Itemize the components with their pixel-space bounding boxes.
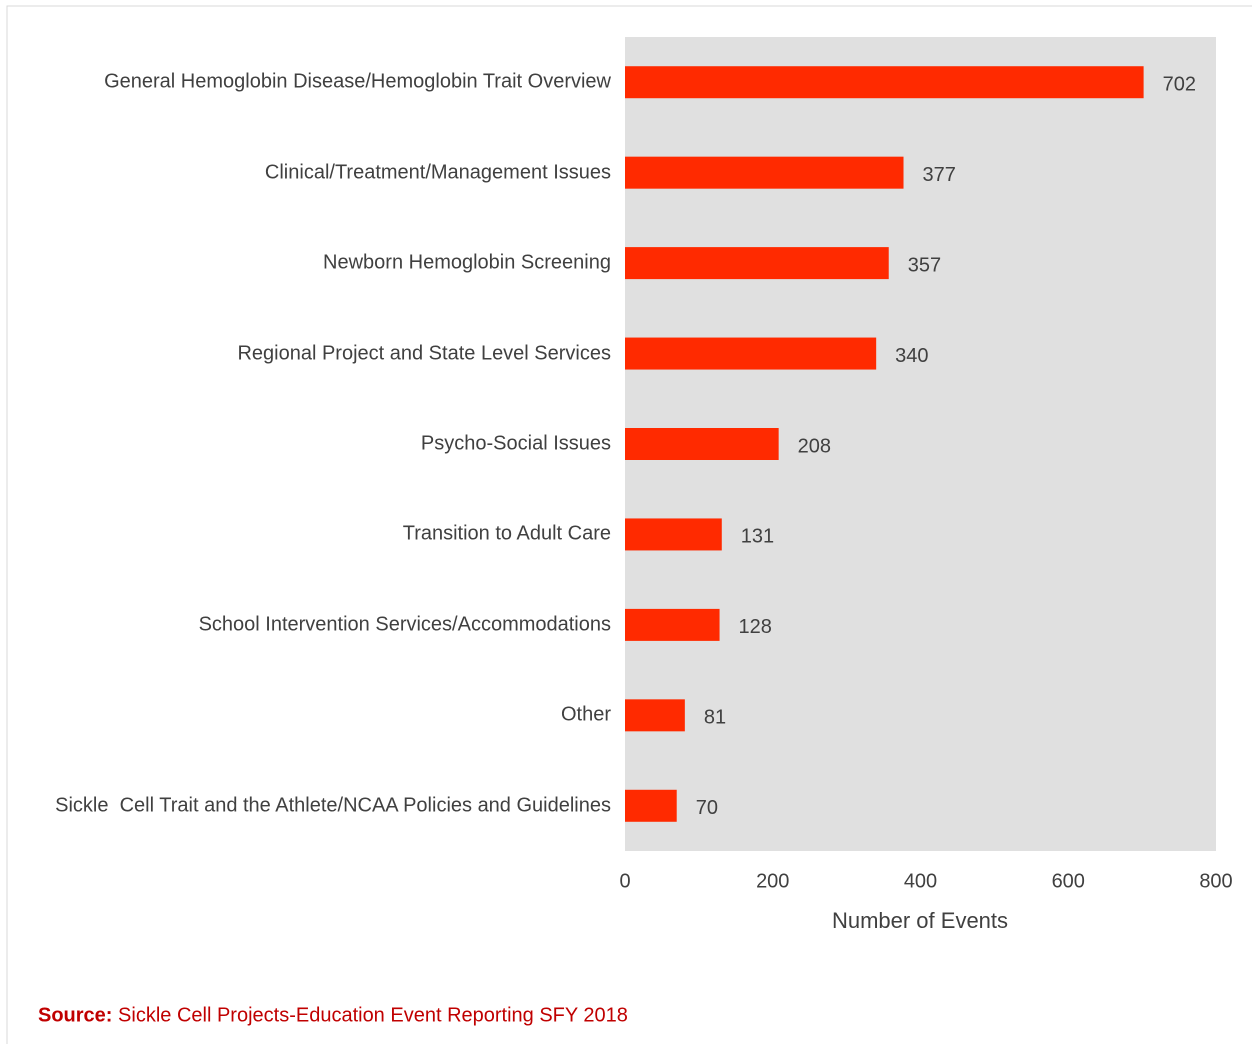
x-tick-label: 400 bbox=[904, 870, 937, 892]
value-label: 70 bbox=[696, 797, 718, 819]
y-tick-label: Transition to Adult Care bbox=[402, 522, 611, 545]
x-axis-title: Number of Events bbox=[832, 908, 1008, 933]
y-tick-label: Psycho-Social Issues bbox=[420, 432, 611, 455]
bar bbox=[625, 608, 720, 641]
source-text: Sickle Cell Projects-Education Event Rep… bbox=[118, 1004, 628, 1027]
value-label: 702 bbox=[1163, 74, 1196, 96]
value-label: 208 bbox=[798, 435, 831, 457]
bar bbox=[625, 428, 779, 460]
value-label: 81 bbox=[704, 707, 726, 729]
y-tick-label: Sickle Cell Trait and the Athlete/NCAA P… bbox=[55, 794, 611, 817]
y-tick-label: School Intervention Services/Accommodati… bbox=[198, 613, 611, 636]
source-label: Source: bbox=[38, 1004, 113, 1027]
source-note: Source: Sickle Cell Projects-Education E… bbox=[38, 1005, 628, 1028]
value-label: 131 bbox=[741, 526, 774, 548]
bar bbox=[625, 518, 722, 551]
value-label: 340 bbox=[895, 345, 928, 367]
bar bbox=[625, 699, 685, 732]
bar bbox=[625, 156, 904, 189]
y-tick-label: Other bbox=[560, 703, 611, 726]
bar bbox=[625, 247, 889, 280]
value-label: 377 bbox=[923, 164, 956, 186]
bar bbox=[625, 66, 1144, 99]
bar bbox=[625, 789, 677, 822]
y-tick-label: General Hemoglobin Disease/Hemoglobin Tr… bbox=[104, 70, 611, 93]
x-tick-label: 800 bbox=[1199, 870, 1232, 892]
chart-frame bbox=[6, 5, 1252, 1044]
bar bbox=[625, 337, 877, 370]
value-label: 128 bbox=[739, 616, 772, 638]
y-tick-label: Newborn Hemoglobin Screening bbox=[323, 251, 611, 274]
y-tick-label: Regional Project and State Level Service… bbox=[237, 342, 611, 365]
x-tick-label: 200 bbox=[756, 870, 789, 892]
y-tick-label: Clinical/Treatment/Management Issues bbox=[264, 161, 611, 184]
x-tick-label: 600 bbox=[1052, 870, 1085, 892]
value-label: 357 bbox=[908, 254, 941, 276]
x-tick-label: 0 bbox=[619, 870, 630, 892]
